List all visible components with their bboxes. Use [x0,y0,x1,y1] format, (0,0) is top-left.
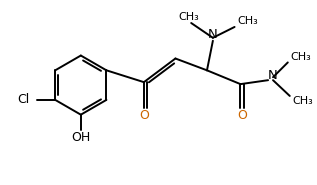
Text: CH₃: CH₃ [179,12,200,22]
Text: Cl: Cl [17,93,29,106]
Text: CH₃: CH₃ [291,52,312,62]
Text: CH₃: CH₃ [293,96,314,106]
Text: OH: OH [71,131,90,144]
Text: N: N [268,69,278,82]
Text: N: N [208,28,218,41]
Text: CH₃: CH₃ [237,16,258,26]
Text: O: O [237,109,247,122]
Text: O: O [139,109,149,122]
